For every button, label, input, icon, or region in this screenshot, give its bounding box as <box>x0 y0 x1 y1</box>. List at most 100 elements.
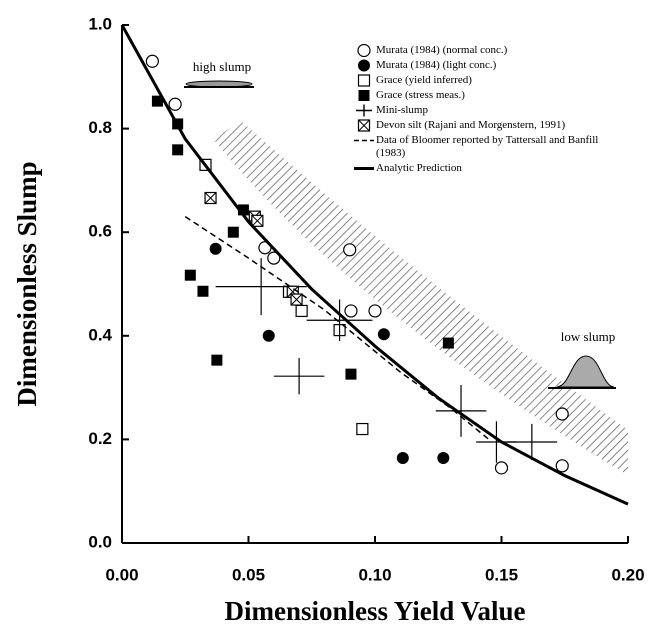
legend-item: Data of Bloomer reported by Tattersall a… <box>352 134 622 160</box>
marker <box>227 226 239 238</box>
marker-part <box>267 251 281 265</box>
marker <box>368 304 382 318</box>
hatched-band <box>214 120 628 475</box>
marker <box>262 329 275 342</box>
x-tick-label: 0.00 <box>105 565 138 584</box>
marker-part <box>555 407 569 421</box>
marker-part <box>211 354 223 366</box>
marker <box>151 95 163 107</box>
legend-icon <box>357 119 371 132</box>
marker-part <box>197 285 209 297</box>
marker-part <box>172 144 184 156</box>
legend-icon <box>357 74 371 87</box>
legend-icon <box>354 139 374 142</box>
legend: Murata (1984) (normal conc.) Murata (1984… <box>352 44 622 177</box>
marker <box>494 461 509 475</box>
marker-part <box>358 119 370 132</box>
legend-item: Analytic Prediction <box>352 162 622 175</box>
marker <box>358 90 370 101</box>
marker <box>295 304 308 318</box>
marker-part <box>356 422 369 436</box>
marker <box>356 422 369 436</box>
marker-part <box>262 329 275 342</box>
marker <box>209 242 222 255</box>
marker <box>168 97 182 111</box>
marker-part <box>494 461 509 475</box>
marker-part <box>290 293 303 306</box>
marker-part <box>145 54 159 68</box>
marker <box>357 74 371 87</box>
marker <box>267 251 281 265</box>
low-slump-shape <box>556 355 615 388</box>
marker <box>345 368 357 380</box>
x-tick-label: 0.10 <box>358 565 391 584</box>
legend-label: Grace (stress meas.) <box>376 89 465 101</box>
legend-label: Data of Bloomer reported by Tattersall a… <box>376 134 599 159</box>
legend-label: Devon silt (Rajani and Morgenstern, 1991… <box>376 119 566 131</box>
marker <box>251 214 264 227</box>
marker-part <box>345 368 357 380</box>
x-tick-label: 0.20 <box>611 565 644 584</box>
marker-part <box>442 337 454 349</box>
legend-item: Mini-slump <box>352 104 622 117</box>
marker-part <box>356 104 372 117</box>
legend-icon <box>357 44 371 57</box>
marker-part <box>396 452 409 465</box>
legend-item: Devon silt (Rajani and Morgenstern, 1991… <box>352 119 622 132</box>
marker-part <box>204 192 217 204</box>
marker-part <box>295 304 308 318</box>
legend-label: Grace (yield inferred) <box>376 74 472 86</box>
marker <box>356 104 372 117</box>
marker <box>145 54 159 68</box>
marker-part <box>357 74 371 87</box>
marker <box>437 452 450 465</box>
legend-icon <box>358 90 370 101</box>
y-axis-label: Dimensionless Slump <box>12 161 42 406</box>
y-tick-label: 0.0 <box>88 532 112 551</box>
x-axis-label: Dimensionless Yield Value <box>224 596 525 626</box>
marker <box>197 285 209 297</box>
legend-icon <box>358 59 370 72</box>
marker-part <box>237 204 249 216</box>
marker <box>358 59 370 72</box>
marker <box>442 337 454 349</box>
marker <box>396 452 409 465</box>
marker <box>172 144 184 156</box>
series-line <box>120 24 629 506</box>
marker <box>555 459 569 473</box>
legend-item: Grace (yield inferred) <box>352 74 622 87</box>
annotation: high slump <box>193 59 251 74</box>
marker-part <box>184 269 196 281</box>
marker-part <box>251 214 264 227</box>
marker <box>357 44 371 57</box>
legend-label: Murata (1984) (normal conc.) <box>376 44 508 56</box>
legend-item: Murata (1984) (normal conc.) <box>352 44 622 57</box>
legend-label: Murata (1984) (light conc.) <box>376 59 497 71</box>
series-line <box>184 216 490 440</box>
marker-part <box>357 44 371 57</box>
y-tick-label: 0.6 <box>88 222 112 241</box>
marker <box>555 407 569 421</box>
marker <box>343 243 357 257</box>
legend-label: Analytic Prediction <box>376 162 462 174</box>
legend-icon <box>354 167 374 170</box>
marker <box>290 293 303 306</box>
marker-part <box>151 95 163 107</box>
marker-part <box>168 97 182 111</box>
y-tick-label: 1.0 <box>88 14 112 33</box>
marker-part <box>358 90 370 101</box>
annotation: low slump <box>561 329 616 344</box>
marker <box>204 191 217 205</box>
marker-part <box>209 242 222 255</box>
marker <box>211 354 223 366</box>
marker <box>377 328 390 341</box>
legend-label: Mini-slump <box>376 104 428 116</box>
marker-part <box>368 304 382 318</box>
marker-part <box>344 304 358 318</box>
marker-part <box>377 328 390 341</box>
y-tick-label: 0.4 <box>88 325 112 344</box>
x-tick-label: 0.05 <box>232 565 265 584</box>
marker-part <box>437 452 450 465</box>
